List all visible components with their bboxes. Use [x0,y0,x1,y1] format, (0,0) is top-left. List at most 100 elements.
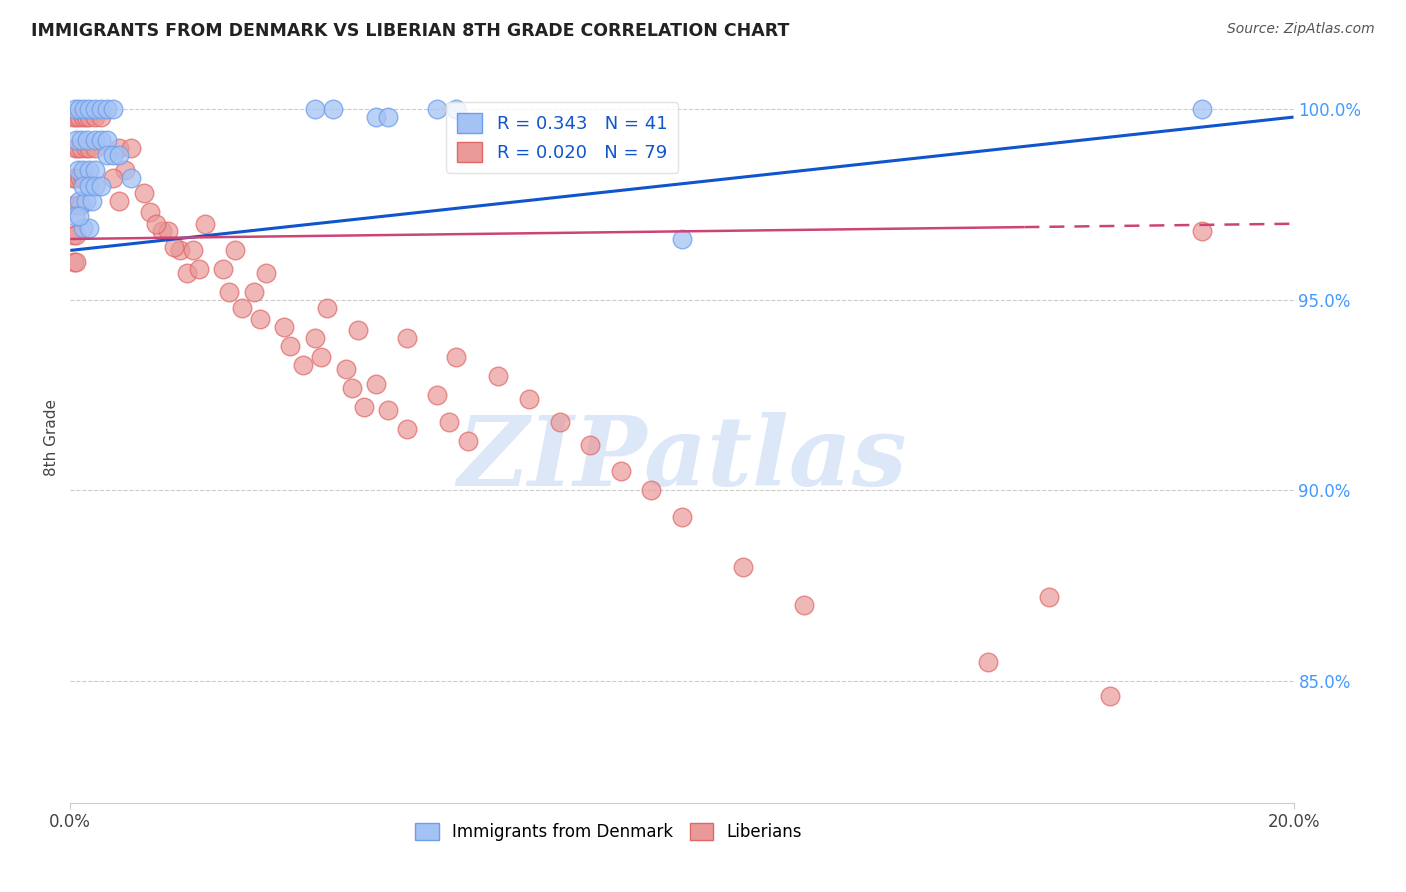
Point [309,350,332,364]
Point [224,244,246,258]
Point [63,209,86,223]
Point [640,483,662,498]
Point [671,510,693,524]
Point [69,171,91,186]
Point [322,103,344,117]
Point [62,110,84,124]
Point [377,110,399,124]
Point [96,133,118,147]
Point [145,217,167,231]
Point [218,285,240,300]
Text: ZIPatlas: ZIPatlas [457,412,907,506]
Point [75,140,97,154]
Point [65,228,87,243]
Point [976,655,998,669]
Point [80,194,103,208]
Point [65,171,87,186]
Point [63,255,86,269]
Point [77,103,100,117]
Point [77,163,100,178]
Point [114,163,136,178]
Point [340,380,363,394]
Point [187,262,209,277]
Point [444,350,467,364]
Point [254,266,277,280]
Point [444,103,467,117]
Point [66,197,89,211]
Point [1191,103,1213,117]
Point [72,163,94,178]
Legend: Immigrants from Denmark, Liberians: Immigrants from Denmark, Liberians [406,814,810,849]
Y-axis label: 8th Grade: 8th Grade [44,399,59,475]
Point [70,197,93,211]
Point [72,220,94,235]
Point [121,171,143,186]
Point [316,301,339,315]
Point [90,133,112,147]
Point [121,140,143,154]
Point [169,244,191,258]
Point [733,559,755,574]
Point [101,171,124,186]
Point [75,194,97,208]
Point [77,220,100,235]
Point [63,103,86,117]
Point [377,403,399,417]
Point [243,285,266,300]
Point [63,197,86,211]
Point [65,110,87,124]
Point [346,323,368,337]
Point [66,163,89,178]
Point [150,224,173,238]
Point [426,103,449,117]
Point [194,217,217,231]
Point [90,178,112,193]
Point [96,103,118,117]
Point [69,110,91,124]
Point [62,228,84,243]
Point [181,244,204,258]
Text: Source: ZipAtlas.com: Source: ZipAtlas.com [1227,22,1375,37]
Point [90,110,112,124]
Point [77,110,100,124]
Point [249,312,271,326]
Point [353,400,375,414]
Point [426,388,449,402]
Point [83,110,105,124]
Point [108,140,131,154]
Point [63,140,86,154]
Point [70,140,93,154]
Point [366,110,388,124]
Point [75,110,97,124]
Point [457,434,479,448]
Point [280,339,302,353]
Point [163,239,186,253]
Point [610,464,633,478]
Point [1038,590,1060,604]
Point [66,140,89,154]
Point [366,376,388,391]
Point [671,232,693,246]
Point [70,133,93,147]
Point [579,438,602,452]
Point [96,148,118,162]
Point [304,331,326,345]
Point [548,415,571,429]
Point [108,148,131,162]
Point [65,255,87,269]
Text: IMMIGRANTS FROM DENMARK VS LIBERIAN 8TH GRADE CORRELATION CHART: IMMIGRANTS FROM DENMARK VS LIBERIAN 8TH … [31,22,789,40]
Point [793,598,815,612]
Point [395,331,418,345]
Point [83,163,105,178]
Point [83,178,105,193]
Point [335,361,357,376]
Point [65,133,87,147]
Point [62,171,84,186]
Point [69,194,91,208]
Point [90,103,112,117]
Point [1099,689,1122,703]
Point [67,209,90,223]
Point [83,133,105,147]
Point [101,148,124,162]
Point [1191,224,1213,238]
